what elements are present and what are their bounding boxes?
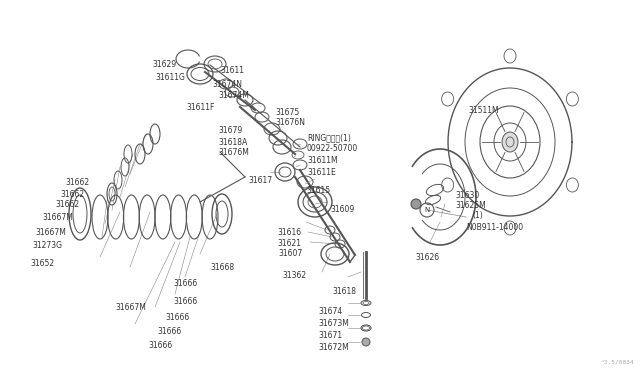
Text: 31618: 31618 <box>332 288 356 296</box>
Text: 31668: 31668 <box>210 263 234 272</box>
Text: N0B911-14000: N0B911-14000 <box>466 222 523 231</box>
Text: N: N <box>424 207 429 213</box>
Ellipse shape <box>502 132 518 152</box>
Text: 31666: 31666 <box>173 279 197 289</box>
Text: 31676M: 31676M <box>218 148 249 157</box>
Text: 31511M: 31511M <box>468 106 499 115</box>
Text: 31617: 31617 <box>248 176 272 185</box>
Text: 31667M: 31667M <box>35 228 66 237</box>
Text: 31679: 31679 <box>218 125 243 135</box>
Text: 31607: 31607 <box>278 250 302 259</box>
Text: 31629: 31629 <box>152 60 176 68</box>
Text: 31666: 31666 <box>173 298 197 307</box>
Text: 31674N: 31674N <box>212 80 242 89</box>
Text: RINGリング(1): RINGリング(1) <box>307 134 351 142</box>
Text: 31615: 31615 <box>306 186 330 195</box>
Text: 31672M: 31672M <box>318 343 349 352</box>
Text: 31616: 31616 <box>277 228 301 237</box>
Text: 31662: 31662 <box>60 189 84 199</box>
Text: 31662: 31662 <box>65 177 89 186</box>
Text: 31676N: 31676N <box>275 118 305 126</box>
Text: 31662: 31662 <box>55 199 79 208</box>
Text: 31609: 31609 <box>330 205 355 214</box>
Ellipse shape <box>411 199 421 209</box>
Text: 31673M: 31673M <box>318 318 349 327</box>
Text: 31611M: 31611M <box>307 155 338 164</box>
Text: 31362: 31362 <box>282 270 306 279</box>
Text: 31611E: 31611E <box>307 167 336 176</box>
Text: 31626: 31626 <box>415 253 439 262</box>
Text: 31666: 31666 <box>148 340 172 350</box>
Text: 31611F: 31611F <box>186 103 214 112</box>
Text: 31621: 31621 <box>277 240 301 248</box>
Text: 31630: 31630 <box>455 190 479 199</box>
Text: 31671: 31671 <box>318 330 342 340</box>
Text: 31611: 31611 <box>220 65 244 74</box>
Text: 31674: 31674 <box>318 307 342 315</box>
Text: (1): (1) <box>472 211 483 219</box>
Text: 31667M: 31667M <box>115 302 146 311</box>
Text: 31611G: 31611G <box>155 73 185 81</box>
Text: 31667M: 31667M <box>42 212 73 221</box>
Text: 31666: 31666 <box>165 312 189 321</box>
Text: 00922-50700: 00922-50700 <box>307 144 358 153</box>
Text: 31675: 31675 <box>275 108 300 116</box>
Text: 31273G: 31273G <box>32 241 62 250</box>
Text: 31666: 31666 <box>157 327 181 337</box>
Text: ^3.5/0034: ^3.5/0034 <box>601 359 635 364</box>
Text: 31652: 31652 <box>30 260 54 269</box>
Text: 31674M: 31674M <box>218 90 249 99</box>
Text: 31625M: 31625M <box>455 201 486 209</box>
Ellipse shape <box>362 338 370 346</box>
Text: 31618A: 31618A <box>218 138 247 147</box>
